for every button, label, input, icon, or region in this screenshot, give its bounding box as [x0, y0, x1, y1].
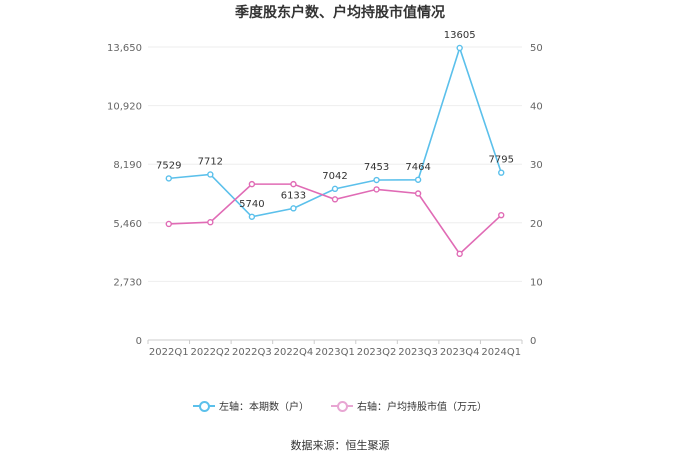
- data-point-households: [456, 44, 463, 52]
- legend-swatch-avg-value: [331, 400, 353, 412]
- data-label-households: 7529: [156, 160, 181, 171]
- left-axis-tick-label: 10,920: [107, 102, 142, 113]
- right-axis-tick-label: 10: [530, 277, 543, 288]
- data-label-households: 7464: [405, 162, 430, 173]
- x-axis-tick-label: 2023Q4: [440, 347, 480, 358]
- data-point-avg-value: [248, 180, 256, 188]
- x-axis-tick-label: 2022Q3: [232, 347, 272, 358]
- x-axis-tick-label: 2022Q4: [274, 347, 314, 358]
- data-point-households: [165, 175, 172, 182]
- data-point-households: [331, 185, 339, 193]
- line-chart: 0 2,730 5,460 8,190 10,920 13,650 0 10 20 30 40 50 2…: [107, 30, 543, 358]
- data-point-avg-value: [331, 196, 339, 203]
- data-label-households: 13605: [444, 30, 476, 41]
- data-point-households: [248, 213, 256, 220]
- data-point-avg-value: [414, 190, 422, 197]
- right-axis-tick-label: 30: [530, 160, 543, 171]
- right-axis-tick-label: 20: [530, 219, 543, 230]
- data-point-avg-value: [456, 250, 463, 258]
- x-axis-tick-label: 2022Q1: [149, 347, 189, 358]
- legend: 左轴：本期数（户） 右轴：户均持股市值（万元）: [0, 398, 680, 413]
- x-axis-tick-label: 2023Q2: [357, 347, 397, 358]
- data-source: 数据来源：恒生聚源: [290, 439, 390, 452]
- data-point-avg-value: [207, 219, 214, 226]
- left-axis-tick-label: 2,730: [113, 277, 142, 288]
- left-axis-tick-label: 0: [136, 336, 142, 347]
- legend-label-households: 左轴：本期数（户）: [219, 402, 309, 413]
- left-axis-tick-label: 8,190: [113, 160, 142, 171]
- chart-title: 季度股东户数、户均持股市值情况: [235, 5, 445, 21]
- data-point-households: [290, 205, 297, 212]
- data-point-avg-value: [290, 180, 297, 188]
- x-axis-tick-label: 2023Q1: [315, 347, 355, 358]
- right-axis-tick-label: 50: [530, 43, 543, 54]
- series-line-avg-value: [168, 183, 502, 256]
- data-label-households: 5740: [239, 199, 264, 210]
- legend-item-households[interactable]: 左轴：本期数（户）: [193, 398, 309, 413]
- data-point-avg-value: [498, 211, 505, 219]
- left-axis-tick-label: 5,460: [113, 219, 142, 230]
- left-axis-tick-label: 13,650: [107, 43, 142, 54]
- data-label-households: 7712: [198, 156, 223, 167]
- right-axis-tick-label: 40: [530, 102, 543, 113]
- data-point-households: [498, 169, 505, 176]
- legend-swatch-households: [193, 400, 215, 412]
- right-axis-tick-label: 0: [530, 336, 536, 347]
- data-point-households: [207, 171, 214, 178]
- legend-label-avg-value: 右轴：户均持股市值（万元）: [357, 402, 487, 413]
- data-point-households: [414, 176, 422, 183]
- data-label-households: 7795: [488, 155, 513, 166]
- legend-item-avg-value[interactable]: 右轴：户均持股市值（万元）: [331, 398, 487, 413]
- data-label-households: 7453: [364, 162, 389, 173]
- data-point-avg-value: [165, 220, 172, 228]
- data-point-avg-value: [373, 186, 380, 193]
- x-axis-tick-label: 2024Q1: [481, 347, 521, 358]
- data-label-households: 7042: [322, 171, 347, 182]
- x-axis-tick-label: 2022Q2: [190, 347, 230, 358]
- x-axis-tick-label: 2023Q3: [398, 347, 438, 358]
- data-label-households: 6133: [281, 190, 306, 201]
- data-point-households: [373, 176, 380, 184]
